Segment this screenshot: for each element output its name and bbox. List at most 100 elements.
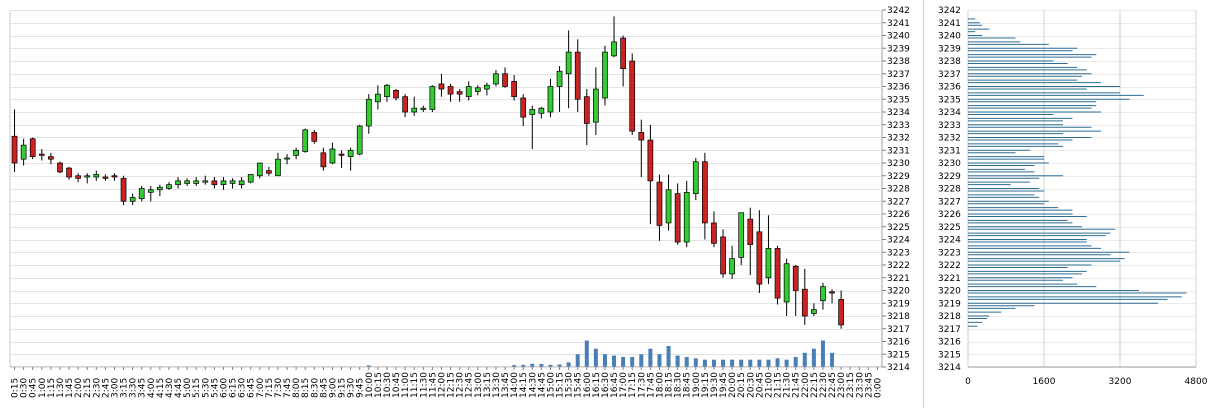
volume-bar <box>566 362 571 367</box>
x-tick-label: 6:15 <box>229 378 239 398</box>
y-tick-label: 3236 <box>887 83 910 93</box>
profile-x-tick-label: 1600 <box>1033 377 1056 387</box>
x-tick-label: 22:15 <box>810 372 820 398</box>
y-tick-label: 3231 <box>887 146 910 156</box>
y-tick-label: 3233 <box>887 121 910 131</box>
candle-body <box>75 175 81 179</box>
candle-body <box>38 153 45 156</box>
x-tick-label: 11:15 <box>410 372 420 398</box>
candle-body <box>547 86 554 113</box>
profile-y-tick-label: 3225 <box>938 223 961 233</box>
candle-body <box>738 212 745 258</box>
x-axis-ticks: 0:15 0:30 0:45 1:00 1:15 1:30 1:45 2:00 2:15 2:30… <box>11 0 924 408</box>
y-tick-label: 3239 <box>887 44 910 54</box>
candle-body <box>93 174 100 178</box>
x-tick-label: 1:15 <box>47 378 57 398</box>
x-tick-label: 9:45 <box>356 378 366 398</box>
volume-bar <box>593 348 598 367</box>
candle-body <box>393 89 399 99</box>
profile-y-tick-label: 3230 <box>938 159 961 169</box>
x-tick-label: 14:00 <box>510 372 520 398</box>
volume-bar <box>693 358 698 367</box>
x-tick-label: 15:30 <box>565 372 575 398</box>
y-tick-label: 3229 <box>887 172 910 182</box>
x-tick-label: 22:00 <box>801 372 811 398</box>
x-tick-label: 18:45 <box>683 372 693 398</box>
y-tick-label: 3219 <box>887 299 910 309</box>
volume-bar <box>630 356 635 367</box>
candle-body <box>429 86 436 110</box>
profile-y-tick-label: 3229 <box>938 172 961 182</box>
y-tick-label: 3215 <box>887 350 910 360</box>
candle-body <box>48 156 54 160</box>
candle-body <box>711 222 717 244</box>
x-tick-label: 18:00 <box>655 372 665 398</box>
main-grid <box>9 10 883 368</box>
volume-bar <box>657 354 662 367</box>
candle-body <box>302 129 309 152</box>
candle-body <box>120 177 127 202</box>
x-tick-label: 1:30 <box>56 378 66 398</box>
candle-body <box>829 291 835 294</box>
candle-body <box>211 180 218 186</box>
candle-body <box>520 97 527 118</box>
x-tick-label: 5:15 <box>192 378 202 398</box>
profile-y-tick-label: 3237 <box>938 70 961 80</box>
volume-bar <box>793 356 798 367</box>
volume-bar <box>366 365 371 367</box>
candle-body <box>402 96 408 113</box>
candle-body <box>202 180 209 183</box>
candle-body <box>329 148 336 164</box>
x-tick-label: 2:45 <box>101 378 111 398</box>
y-tick-label: 3237 <box>887 70 910 80</box>
y-tick-label: 3223 <box>887 248 910 258</box>
x-tick-label: 14:15 <box>519 372 529 398</box>
volume-bar <box>584 340 589 367</box>
candle-body <box>838 299 844 326</box>
candle-body <box>583 96 590 124</box>
volume-bar <box>557 364 562 367</box>
x-tick-label: 15:15 <box>556 372 566 398</box>
x-tick-label: 23:30 <box>855 372 865 398</box>
y-tick-label: 3216 <box>887 338 910 348</box>
candle-body <box>674 193 681 243</box>
candle-body <box>338 153 345 156</box>
x-tick-label: 16:15 <box>592 372 602 398</box>
x-tick-label: 0:45 <box>29 378 39 398</box>
x-tick-label: 1:00 <box>38 378 48 398</box>
volume-bar <box>775 358 780 367</box>
x-tick-label: 15:00 <box>546 372 556 398</box>
x-tick-label: 17:45 <box>646 372 656 398</box>
x-tick-label: 18:15 <box>665 372 675 398</box>
candle-body <box>420 107 427 110</box>
candle-body <box>692 161 699 194</box>
x-tick-label: 20:45 <box>755 372 765 398</box>
volume-bar <box>684 356 689 367</box>
x-tick-label: 6:00 <box>219 378 229 398</box>
x-tick-label: 2:00 <box>74 378 84 398</box>
x-tick-label: 11:45 <box>428 372 438 398</box>
profile-y-tick-label: 3228 <box>938 185 961 195</box>
y-tick-label: 3235 <box>887 95 910 105</box>
profile-y-tick-label: 3234 <box>938 108 961 118</box>
x-tick-label: 17:00 <box>619 372 629 398</box>
y-axis-ticks: 3214 3215 3216 3217 3218 3219 3220 3221 3222 3223… <box>882 6 910 373</box>
candle-body <box>284 157 290 160</box>
x-tick-label: 20:15 <box>737 372 747 398</box>
x-tick-label: 21:00 <box>764 372 774 398</box>
candle-body <box>647 139 654 182</box>
x-tick-label: 12:30 <box>456 372 466 398</box>
x-tick-label: 2:30 <box>92 378 102 398</box>
x-tick-label: 22:30 <box>819 372 829 398</box>
volume-bar <box>612 355 617 367</box>
x-tick-label: 0:15 <box>11 378 21 398</box>
x-tick-label: 4:45 <box>174 378 184 398</box>
x-tick-label: 23:15 <box>846 372 856 398</box>
candle-body <box>729 258 735 275</box>
x-tick-label: 1:45 <box>65 378 75 398</box>
volume-bar <box>621 356 626 367</box>
profile-y-tick-label: 3222 <box>938 261 961 271</box>
candle-body <box>747 218 754 245</box>
profile-y-tick-label: 3214 <box>938 363 961 373</box>
x-tick-label: 10:15 <box>374 372 384 398</box>
